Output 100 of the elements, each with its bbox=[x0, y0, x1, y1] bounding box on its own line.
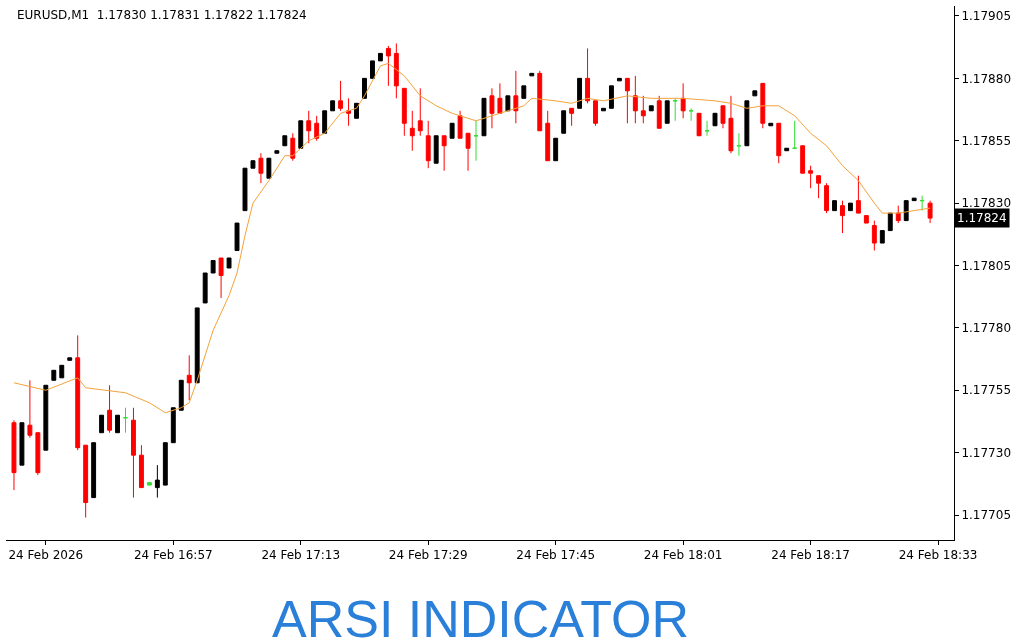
candlestick bbox=[314, 115, 320, 142]
candlestick bbox=[473, 120, 479, 162]
candlestick bbox=[824, 182, 829, 214]
candlestick bbox=[919, 195, 925, 212]
candlestick bbox=[162, 442, 168, 486]
candlestick bbox=[115, 414, 120, 434]
y-tick-label: 1.17730 bbox=[961, 445, 1012, 460]
candlestick bbox=[521, 85, 527, 99]
candlestick bbox=[513, 70, 519, 124]
candlestick bbox=[393, 42, 399, 99]
candlestick bbox=[736, 132, 742, 157]
candlestick bbox=[696, 112, 702, 137]
candlestick bbox=[832, 200, 837, 212]
candlestick bbox=[138, 444, 144, 489]
candlestick bbox=[35, 432, 41, 476]
candlestick bbox=[346, 97, 352, 127]
x-tick-label: 24 Feb 17:45 bbox=[516, 548, 596, 563]
candlestick bbox=[457, 110, 463, 139]
chart-title: EURUSD,M1 1.17830 1.17831 1.17822 1.17824 bbox=[17, 8, 307, 22]
candlestick bbox=[258, 152, 264, 184]
candlestick bbox=[895, 205, 901, 224]
candlestick bbox=[322, 110, 328, 134]
candlestick bbox=[298, 120, 304, 149]
candlestick bbox=[433, 135, 439, 164]
candlestick bbox=[776, 122, 782, 164]
y-tick-label: 1.17830 bbox=[961, 196, 1012, 211]
candlestick bbox=[712, 112, 718, 127]
candlestick bbox=[744, 100, 750, 147]
candlestick bbox=[569, 107, 575, 127]
candlestick bbox=[664, 100, 670, 124]
candlestick bbox=[441, 135, 447, 172]
candlestick bbox=[123, 407, 128, 434]
candlestick bbox=[593, 100, 598, 127]
line-series bbox=[13, 62, 931, 414]
candlestick bbox=[585, 47, 590, 104]
candlestick bbox=[409, 110, 415, 152]
candlestick bbox=[19, 422, 25, 466]
candlestick bbox=[672, 97, 678, 122]
candlestick bbox=[648, 105, 654, 112]
candlestick bbox=[242, 167, 248, 212]
candlestick bbox=[704, 120, 710, 137]
candlestick bbox=[67, 357, 73, 361]
candlestick bbox=[863, 215, 869, 224]
candlestick bbox=[871, 220, 877, 252]
candlestick bbox=[656, 95, 662, 129]
candlestick bbox=[792, 120, 798, 149]
candlestick bbox=[27, 379, 33, 439]
x-tick-label: 24 Feb 18:33 bbox=[898, 548, 978, 563]
candlestick bbox=[728, 95, 734, 154]
candlestick bbox=[808, 165, 814, 189]
candlestick bbox=[330, 100, 336, 112]
candlestick bbox=[107, 384, 113, 434]
candlestick bbox=[449, 122, 455, 139]
candlestick bbox=[234, 222, 240, 252]
y-tick-label: 1.17705 bbox=[961, 508, 1012, 523]
candlestick bbox=[218, 257, 224, 299]
text: 1.17824 bbox=[957, 211, 1007, 225]
candlestick bbox=[537, 70, 543, 132]
candlestick bbox=[226, 257, 232, 269]
candlestick bbox=[887, 212, 893, 232]
candlestick bbox=[417, 87, 423, 137]
candlestick bbox=[99, 414, 105, 434]
candlestick bbox=[194, 307, 200, 384]
candlestick bbox=[688, 107, 694, 122]
x-tick-label: 24 Feb 16:57 bbox=[133, 548, 213, 563]
candlestick bbox=[43, 384, 49, 451]
candlestick bbox=[497, 82, 503, 114]
candlestick bbox=[529, 72, 535, 77]
candlestick bbox=[465, 132, 471, 172]
candlestick bbox=[83, 444, 89, 519]
candlestick bbox=[489, 87, 495, 129]
y-tick-label: 1.17805 bbox=[961, 258, 1012, 273]
candlestick bbox=[577, 77, 583, 109]
candlestick bbox=[131, 407, 136, 499]
y-tick-label: 1.17780 bbox=[961, 321, 1012, 336]
candlestick bbox=[800, 145, 806, 174]
candlestick bbox=[11, 419, 17, 491]
candlestick bbox=[505, 95, 511, 112]
candlestick bbox=[290, 132, 296, 162]
text: ARSI INDICATOR bbox=[272, 590, 690, 640]
candlestick bbox=[816, 175, 822, 199]
y-tick-label: 1.17855 bbox=[961, 133, 1012, 148]
y-tick-label: 1.17880 bbox=[961, 71, 1012, 86]
candlestick bbox=[553, 137, 559, 162]
candlestick bbox=[377, 52, 383, 62]
x-tick-label: 24 Feb 17:13 bbox=[261, 548, 341, 563]
candlestick bbox=[481, 97, 487, 137]
y-tick-label: 1.17905 bbox=[961, 9, 1012, 24]
candlestick bbox=[752, 90, 758, 97]
candlestick bbox=[210, 260, 216, 274]
candlestick bbox=[186, 354, 192, 401]
candlestick bbox=[51, 369, 57, 381]
candlestick bbox=[760, 82, 766, 129]
candlestick bbox=[266, 157, 272, 179]
candlestick bbox=[608, 85, 614, 109]
candlestick bbox=[170, 407, 176, 444]
candlestick bbox=[720, 105, 726, 129]
candlestick bbox=[75, 334, 81, 451]
candlestick bbox=[903, 200, 909, 222]
candlestick bbox=[274, 150, 280, 154]
